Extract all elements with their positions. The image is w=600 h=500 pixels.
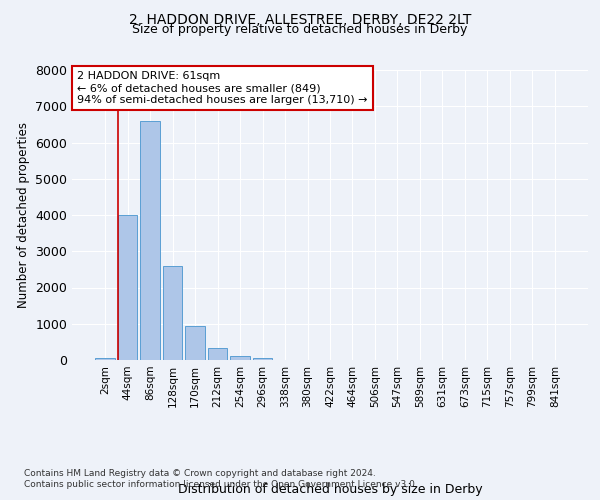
X-axis label: Distribution of detached houses by size in Derby: Distribution of detached houses by size … [178, 484, 482, 496]
Bar [163, 266, 182, 360]
Text: Size of property relative to detached houses in Derby: Size of property relative to detached ho… [133, 22, 467, 36]
Text: Contains HM Land Registry data © Crown copyright and database right 2024.: Contains HM Land Registry data © Crown c… [24, 468, 376, 477]
Bar [95, 358, 115, 360]
Text: 2, HADDON DRIVE, ALLESTREE, DERBY, DE22 2LT: 2, HADDON DRIVE, ALLESTREE, DERBY, DE22 … [129, 12, 471, 26]
Bar [253, 358, 272, 360]
Text: 2 HADDON DRIVE: 61sqm
← 6% of detached houses are smaller (849)
94% of semi-deta: 2 HADDON DRIVE: 61sqm ← 6% of detached h… [77, 72, 368, 104]
Bar [118, 215, 137, 360]
Bar [185, 326, 205, 360]
Bar [208, 348, 227, 360]
Bar [230, 356, 250, 360]
Bar [140, 120, 160, 360]
Text: Contains public sector information licensed under the Open Government Licence v3: Contains public sector information licen… [24, 480, 418, 489]
Y-axis label: Number of detached properties: Number of detached properties [17, 122, 29, 308]
